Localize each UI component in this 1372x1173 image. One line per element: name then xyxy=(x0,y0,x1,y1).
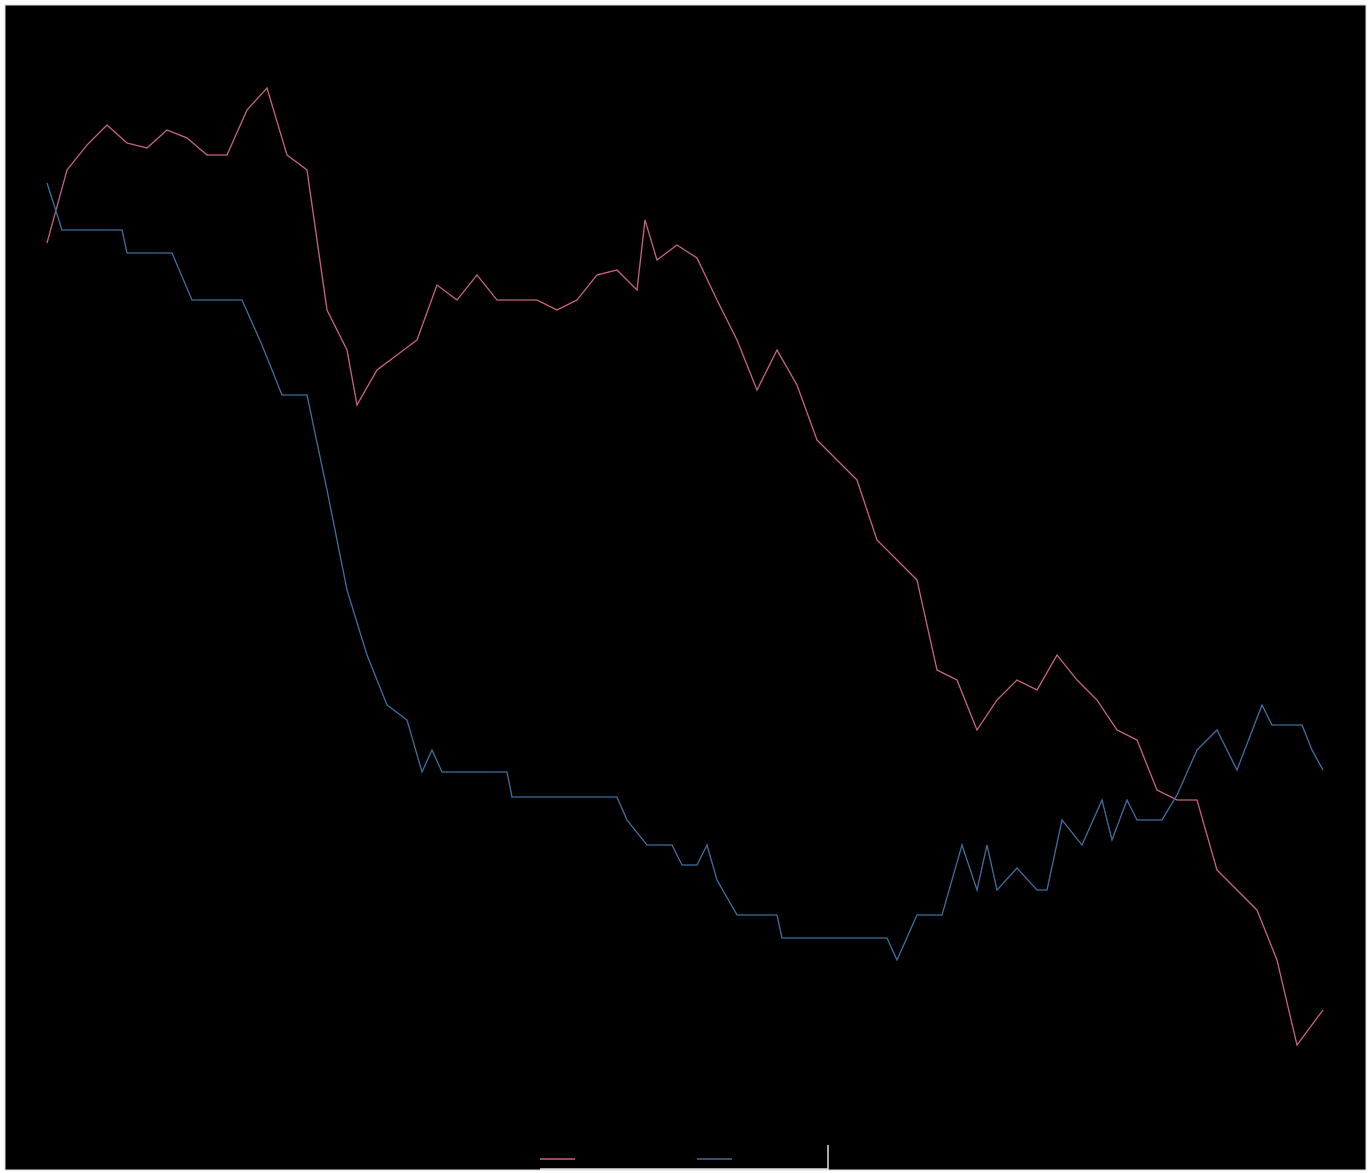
plot-background xyxy=(4,4,1367,1171)
data-line xyxy=(46,86,1324,1047)
legend-frame xyxy=(540,1145,829,1170)
data-line xyxy=(46,182,1324,962)
legend xyxy=(540,1145,829,1170)
